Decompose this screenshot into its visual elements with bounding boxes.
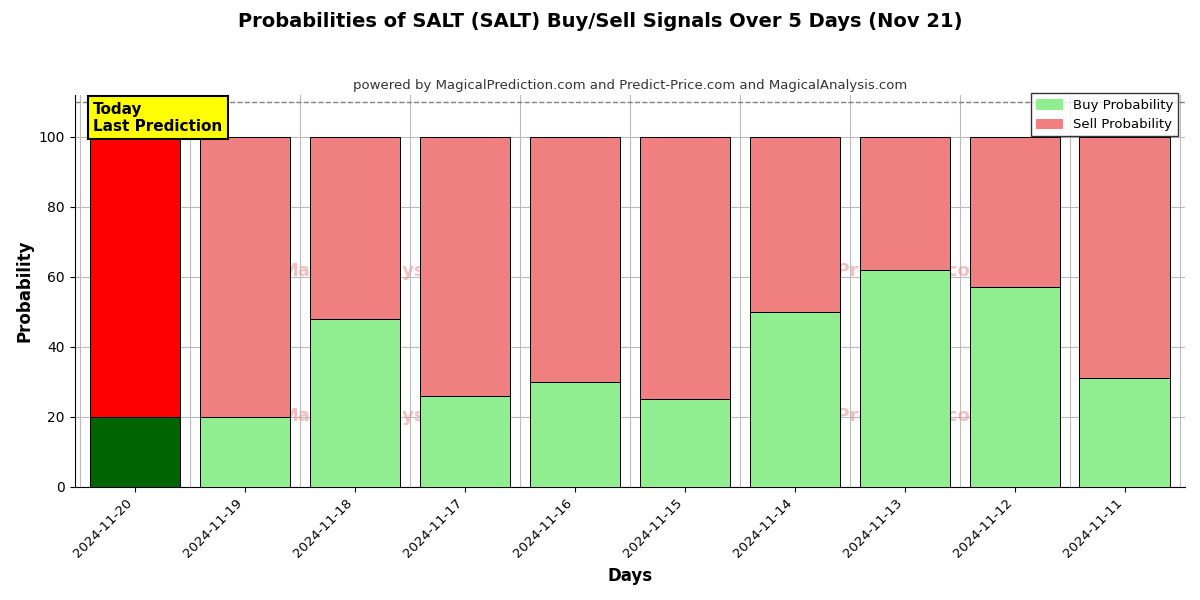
Bar [859, 269, 949, 487]
Y-axis label: Probability: Probability [16, 239, 34, 342]
Bar [310, 137, 400, 319]
Bar [200, 416, 290, 487]
Bar [750, 137, 840, 311]
Bar [640, 137, 730, 399]
Text: MagicalAnalysis.com: MagicalAnalysis.com [281, 262, 491, 280]
Bar [1080, 137, 1170, 378]
Bar [310, 319, 400, 487]
Bar [90, 416, 180, 487]
Bar [529, 382, 620, 487]
Bar [640, 399, 730, 487]
X-axis label: Days: Days [607, 567, 653, 585]
Text: MagicalPrediction.com: MagicalPrediction.com [760, 262, 989, 280]
Bar [1080, 378, 1170, 487]
Bar [529, 137, 620, 382]
Bar [970, 137, 1060, 287]
Title: powered by MagicalPrediction.com and Predict-Price.com and MagicalAnalysis.com: powered by MagicalPrediction.com and Pre… [353, 79, 907, 92]
Bar [970, 287, 1060, 487]
Bar [200, 137, 290, 416]
Legend: Buy Probability, Sell Probability: Buy Probability, Sell Probability [1031, 94, 1178, 136]
Text: MagicalAnalysis.com: MagicalAnalysis.com [281, 407, 491, 425]
Bar [90, 137, 180, 416]
Text: Today
Last Prediction: Today Last Prediction [94, 101, 222, 134]
Bar [859, 137, 949, 269]
Text: MagicalPrediction.com: MagicalPrediction.com [760, 407, 989, 425]
Bar [420, 395, 510, 487]
Bar [420, 137, 510, 395]
Bar [750, 311, 840, 487]
Text: Probabilities of SALT (SALT) Buy/Sell Signals Over 5 Days (Nov 21): Probabilities of SALT (SALT) Buy/Sell Si… [238, 12, 962, 31]
